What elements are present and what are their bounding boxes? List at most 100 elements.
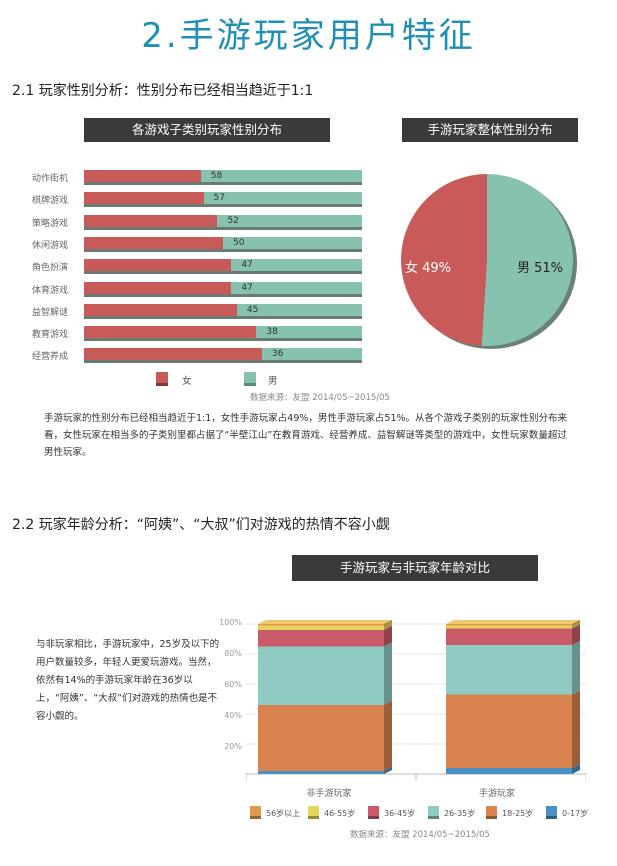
gender-pie-chart: 女 49% 男 51% [401, 174, 577, 349]
age-legend-label: 0-17岁 [562, 809, 589, 818]
bar-segment-male [217, 214, 362, 227]
bar-segment-male [231, 259, 362, 272]
bar-category-label: 棋牌游戏 [31, 196, 68, 207]
legend-male-label: 男 [268, 376, 278, 387]
bar-row: 57 [84, 192, 362, 208]
age-legend-label: 18-25岁 [502, 809, 534, 818]
bar-segment-male [231, 281, 362, 294]
legend-male-swatch [244, 372, 256, 386]
age-bar-segment [258, 630, 384, 647]
bar-segment-female [84, 303, 237, 316]
bar-segment-female [84, 170, 201, 182]
ytick-20: 20% [224, 742, 242, 751]
age-bar-side [384, 620, 392, 626]
age-legend-label: 36-45岁 [384, 809, 416, 818]
bar-category-label: 休闲游戏 [31, 240, 68, 251]
bar-value-label: 58 [210, 171, 223, 181]
xcat-player: 手游玩家 [478, 789, 515, 799]
bar-category-label: 角色扮演 [31, 263, 68, 274]
bar-category-label: 体育游戏 [31, 285, 68, 296]
age-legend-swatch [250, 806, 261, 819]
bar-value-label: 45 [246, 304, 259, 315]
ytick-40: 40% [224, 711, 242, 720]
age-bar-segment [258, 625, 384, 630]
ytick-100: 100% [219, 618, 242, 627]
age-bar-side [384, 701, 392, 771]
bar-row: 52 [84, 214, 362, 230]
bar-value-label: 57 [213, 193, 225, 204]
age-bar-side [572, 690, 580, 768]
bar-chart-title: 各游戏子类别玩家性别分布 [84, 118, 330, 142]
age-bar-segment [258, 705, 384, 771]
bar-row: 58 [84, 170, 362, 185]
bar-value-label: 52 [227, 215, 239, 226]
age-bar-segment [446, 645, 572, 695]
pie-label-female: 女 49% [405, 260, 451, 276]
source-note-2: 数据来源：友盟 2014/05~2015/05 [350, 830, 490, 840]
age-bar-side [384, 767, 392, 774]
bar-value-label: 47 [241, 282, 253, 293]
bar-row: 45 [84, 303, 362, 319]
page-title: 2.手游玩家用户特征 [141, 16, 476, 56]
age-bar-segment [446, 624, 572, 626]
bar-segment-female [84, 259, 232, 272]
source-note-1: 数据来源：友盟 2014/05~2015/05 [250, 393, 390, 403]
age-legend-swatch [486, 806, 497, 819]
ytick-80: 80% [224, 649, 242, 658]
age-bar-side [572, 764, 580, 774]
bar-category-label: 经营养成 [31, 352, 68, 363]
bar-row: 38 [84, 326, 362, 342]
legend-female-label: 女 [182, 376, 192, 387]
bar-value-label: 38 [266, 327, 278, 338]
age-legend-swatch [308, 806, 319, 819]
pie-slice-male [481, 174, 574, 346]
age-bar-side [384, 642, 392, 705]
section-heading-gender: 2.1 玩家性别分析：性别分布已经相当趋近于1:1 [12, 83, 314, 99]
age-bar-side [572, 621, 580, 629]
bar-value-label: 50 [233, 237, 245, 248]
bar-value-label: 36 [271, 349, 284, 360]
age-legend-label: 46-55岁 [324, 809, 356, 818]
age-bar-side [384, 621, 392, 630]
xcat-non-player: 非手游玩家 [306, 789, 352, 799]
bar-shadow [84, 226, 362, 230]
age-side-text: 与非玩家相比，手游玩家中，25岁及以下的用户数量较多，年轻人更爱玩游戏。当然，依… [36, 639, 220, 722]
age-bar-segment [446, 628, 572, 645]
bar-shadow [84, 293, 362, 297]
age-bar-side [572, 620, 580, 626]
age-bar-side [572, 624, 580, 645]
bar-shadow [84, 248, 362, 252]
bar-shadow [84, 204, 362, 208]
legend-female-swatch [156, 372, 168, 386]
age-bar-top [258, 620, 392, 624]
bar-segment-male [223, 236, 362, 249]
age-legend-swatch [428, 806, 439, 819]
age-bar-segment [258, 624, 384, 626]
bar-segment-male [256, 326, 362, 339]
bar-row: 47 [84, 259, 362, 275]
bar-shadow [84, 182, 362, 185]
bar-segment-female [84, 192, 204, 205]
bar-segment-male [261, 348, 362, 361]
age-bar-side [384, 626, 392, 647]
age-stacked-chart [246, 620, 586, 780]
ytick-60: 60% [224, 680, 242, 689]
age-bar-segment [446, 625, 572, 629]
bar-segment-female [84, 281, 232, 294]
bar-category-label: 益智解谜 [31, 307, 68, 318]
age-bar-segment [258, 646, 384, 705]
age-bar-segment [258, 771, 384, 774]
age-bar-side [572, 641, 580, 695]
bar-value-label: 47 [241, 260, 253, 271]
bar-segment-female [84, 236, 223, 249]
age-legend-swatch [546, 806, 557, 819]
section-heading-age: 2.2 玩家年龄分析：“阿姨”、“大叔”们对游戏的热情不容小觑 [12, 517, 390, 533]
bar-row: 47 [84, 281, 362, 297]
age-bar-segment [446, 694, 572, 768]
bar-segment-male [200, 170, 362, 182]
bar-category-label: 教育游戏 [31, 330, 68, 341]
bar-category-label: 策略游戏 [31, 218, 68, 229]
age-bar-top [446, 620, 580, 624]
gender-paragraph: 手游玩家的性别分布已经相当趋近于1:1，女性手游玩家占49%，男性手游玩家占51… [44, 413, 568, 458]
bar-shadow [84, 338, 362, 342]
